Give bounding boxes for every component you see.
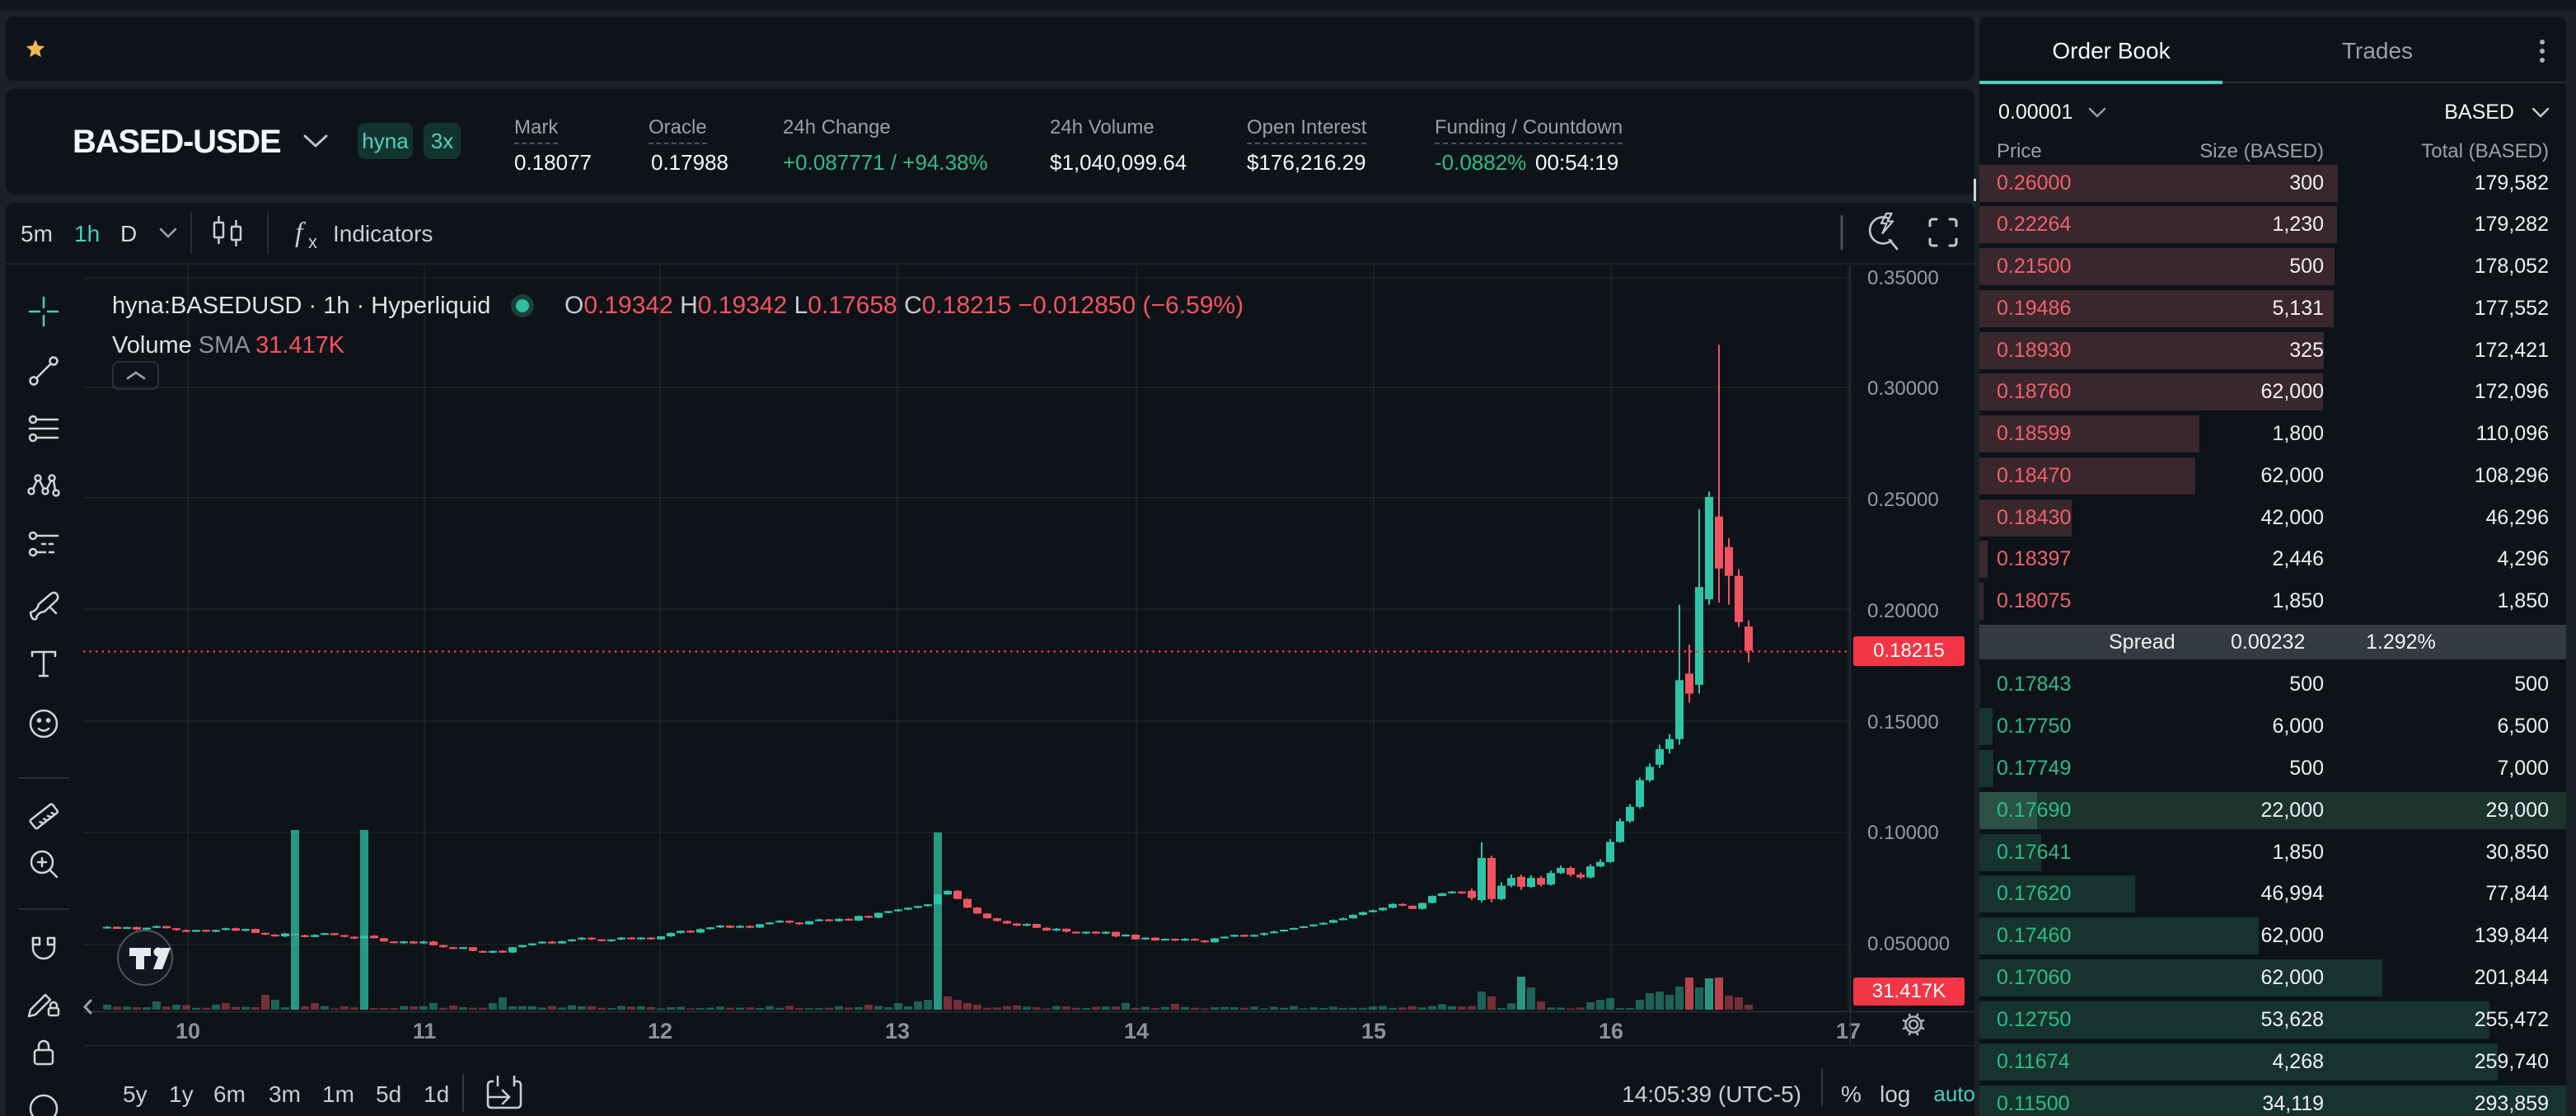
svg-text:f: f (295, 218, 307, 248)
svg-text:x: x (308, 232, 317, 252)
